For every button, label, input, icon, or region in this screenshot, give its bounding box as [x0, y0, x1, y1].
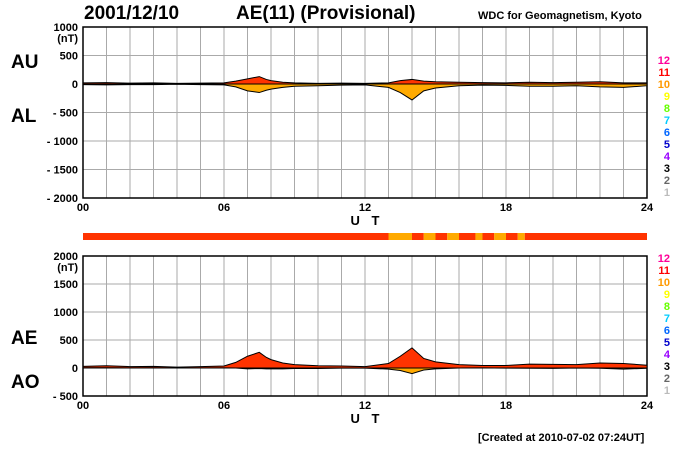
level-legend-11: 11 [658, 67, 670, 79]
level-legend-6: 6 [664, 127, 670, 139]
x-tick-label: 06 [218, 202, 230, 214]
y-tick-label: - 500 [53, 391, 78, 403]
x-axis-label: U T [351, 213, 384, 228]
level-legend-8: 8 [664, 103, 670, 115]
station-bar [83, 233, 647, 240]
y-tick-label: 2000 [54, 251, 78, 263]
y-tick-label: 0 [72, 79, 78, 91]
series-area-au [82, 76, 648, 85]
level-legend-10: 10 [658, 79, 670, 91]
level-legend-10: 10 [658, 277, 670, 289]
level-legend-12: 12 [658, 253, 670, 265]
x-tick-label: 00 [77, 202, 89, 214]
level-legend-8: 8 [664, 301, 670, 313]
x-tick-label: 18 [500, 400, 512, 412]
chart-title: AE(11) (Provisional) [236, 3, 416, 24]
series-label-ao: AO [11, 372, 40, 393]
created-timestamp: [Created at 2010-07-02 07:24UT] [478, 432, 645, 444]
level-legend-12: 12 [658, 55, 670, 67]
y-tick-label: 500 [60, 335, 78, 347]
station-bar-segment [517, 233, 525, 240]
series-area-ae [82, 347, 648, 369]
panel-1 [82, 26, 648, 199]
level-legend-6: 6 [664, 325, 670, 337]
station-bar-segment [388, 233, 412, 240]
x-tick-label: 12 [359, 400, 371, 412]
station-bar-segment [83, 233, 389, 240]
level-legend-5: 5 [664, 139, 670, 151]
station-bar-segment [506, 233, 518, 240]
station-bar-segment [412, 233, 424, 240]
station-bar-segment [423, 233, 436, 240]
station-bar-segment [435, 233, 448, 240]
level-legend-11: 11 [658, 265, 670, 277]
y-tick-label: 1500 [54, 279, 78, 291]
x-tick-label: 24 [641, 202, 654, 214]
level-legend-7: 7 [664, 313, 670, 325]
x-tick-label: 18 [500, 202, 512, 214]
level-legend-2: 2 [664, 175, 670, 187]
y-tick-label: 500 [60, 51, 78, 63]
series-label-ae: AE [11, 328, 37, 349]
y-axis-unit: (nT) [57, 33, 78, 45]
y-tick-label: - 2000 [47, 193, 78, 205]
y-tick-label: 0 [72, 363, 78, 375]
level-legend-4: 4 [664, 151, 671, 163]
station-bar-segment [459, 233, 476, 240]
chart-date: 2001/12/10 [84, 3, 180, 24]
station-bar-segment [494, 233, 506, 240]
level-legend-9: 9 [664, 91, 670, 103]
level-legend-2: 2 [664, 373, 670, 385]
x-tick-label: 24 [641, 400, 654, 412]
station-bar-segment [447, 233, 459, 240]
level-legend-5: 5 [664, 337, 670, 349]
level-legend-9: 9 [664, 289, 670, 301]
level-legend-4: 4 [664, 349, 671, 361]
panel-2 [82, 255, 648, 397]
level-legend-1: 1 [664, 385, 670, 397]
y-tick-label: 1000 [54, 307, 78, 319]
station-bar-segment [524, 233, 647, 240]
level-legend-1: 1 [664, 187, 670, 199]
y-axis-unit: (nT) [57, 262, 78, 274]
series-label-au: AU [11, 52, 38, 73]
plot-frame [82, 255, 648, 397]
y-tick-label: - 500 [53, 108, 78, 120]
x-tick-label: 12 [359, 202, 371, 214]
level-legend-7: 7 [664, 115, 670, 127]
data-source: WDC for Geomagnetism, Kyoto [478, 10, 642, 22]
series-label-al: AL [11, 106, 37, 127]
y-tick-label: 1000 [54, 22, 78, 34]
x-axis-label: U T [351, 411, 384, 426]
level-legend-3: 3 [664, 361, 670, 373]
station-bar-segment [482, 233, 495, 240]
y-tick-label: - 1000 [47, 136, 78, 148]
x-tick-label: 00 [77, 400, 89, 412]
level-legend-3: 3 [664, 163, 670, 175]
station-bar-segment [475, 233, 483, 240]
plot-frame [82, 26, 648, 199]
x-tick-label: 06 [218, 400, 230, 412]
y-tick-label: - 1500 [47, 165, 78, 177]
